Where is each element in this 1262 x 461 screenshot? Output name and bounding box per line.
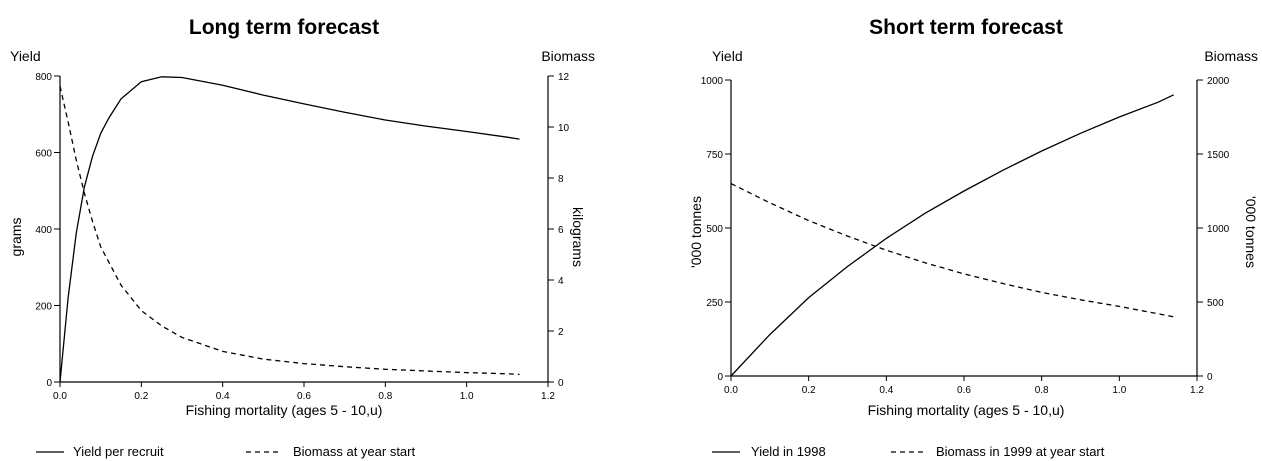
x-tick-label: 0.0 [53,391,67,402]
x-tick-label: 0.6 [297,391,311,402]
y-right-tick-label: 1500 [1207,150,1230,161]
series-line-yield-in-1998 [730,94,1174,377]
x-tick-label: 0.0 [724,385,738,396]
series-lines [730,94,1174,377]
x-tick-label: 0.8 [378,391,392,402]
y-right-tick-label: 1000 [1207,224,1230,235]
chart-short-term: Short term forecast Yield Biomass '000 t… [688,16,1259,459]
legend-label-yield-1998: Yield in 1998 [751,444,826,459]
x-tick-label: 1.2 [541,391,555,402]
y-left-tick-label: 750 [706,150,723,161]
y-right-tick-label: 500 [1207,298,1224,309]
y-axis-label-left: '000 tonnes [688,196,704,268]
x-axis-label: Fishing mortality (ages 5 - 10,u) [186,402,383,418]
y-right-tick-label: 2000 [1207,76,1230,87]
y-left-tick-label: 800 [35,72,52,83]
series-line-biomass-at-year-start [59,86,520,376]
x-tick-label: 0.8 [1035,385,1049,396]
y-left-tick-label: 250 [706,298,723,309]
y-right-tick-label: 12 [558,72,570,83]
y-axis-label-right: kilograms [570,207,586,267]
y-right-tick-label: 2 [558,327,564,338]
x-tick-label: 0.6 [957,385,971,396]
x-tick-label: 0.2 [134,391,148,402]
x-tick-label: 0.4 [216,391,230,402]
x-axis-label: Fishing mortality (ages 5 - 10,u) [868,402,1065,418]
y-left-tick-label: 0 [717,372,723,383]
y-axis-label-right: '000 tonnes [1243,196,1259,268]
chart-title: Long term forecast [189,16,379,39]
left-axis-header: Yield [10,48,41,64]
series-line-biomass-in-1999-at-year-start [730,183,1174,318]
y-left-tick-label: 1000 [701,76,724,87]
x-ticks: 0.0 0.2 0.4 0.6 0.8 1.0 1.2 [53,382,555,402]
right-axis-header: Biomass [541,48,595,64]
legend-label-yield-per-recruit: Yield per recruit [73,444,164,459]
x-ticks: 0.0 0.2 0.4 0.6 0.8 1.0 1.2 [724,376,1204,396]
y-right-tick-label: 4 [558,276,564,287]
y-axis-label-left: grams [8,218,24,257]
y-ticks-left: 0 250 500 750 1000 [701,76,731,383]
x-tick-label: 0.4 [879,385,893,396]
y-right-tick-label: 8 [558,174,564,185]
legend-label-biomass-1999: Biomass in 1999 at year start [936,444,1105,459]
y-left-tick-label: 600 [35,149,52,160]
legend-label-biomass: Biomass at year start [293,444,415,459]
y-left-tick-label: 0 [46,378,52,389]
chart-title: Short term forecast [869,16,1063,39]
series-line-yield-per-recruit [59,76,520,383]
x-tick-label: 1.0 [460,391,474,402]
y-ticks-left: 0 200 400 600 800 [35,72,60,389]
y-right-tick-label: 0 [558,378,564,389]
y-ticks-right: 0 2 4 6 8 10 12 [548,72,570,389]
x-tick-label: 1.0 [1112,385,1126,396]
left-axis-header: Yield [712,48,743,64]
y-left-tick-label: 400 [35,225,52,236]
y-right-tick-label: 0 [1207,372,1213,383]
y-ticks-right: 0 500 1000 1500 2000 [1197,76,1230,383]
series-lines [59,76,520,383]
y-left-tick-label: 500 [706,224,723,235]
y-left-tick-label: 200 [35,302,52,313]
y-right-tick-label: 6 [558,225,564,236]
x-tick-label: 1.2 [1190,385,1204,396]
y-right-tick-label: 10 [558,123,570,134]
right-axis-header: Biomass [1204,48,1258,64]
x-tick-label: 0.2 [802,385,816,396]
chart-long-term: Long term forecast Yield Biomass grams k… [8,16,595,459]
